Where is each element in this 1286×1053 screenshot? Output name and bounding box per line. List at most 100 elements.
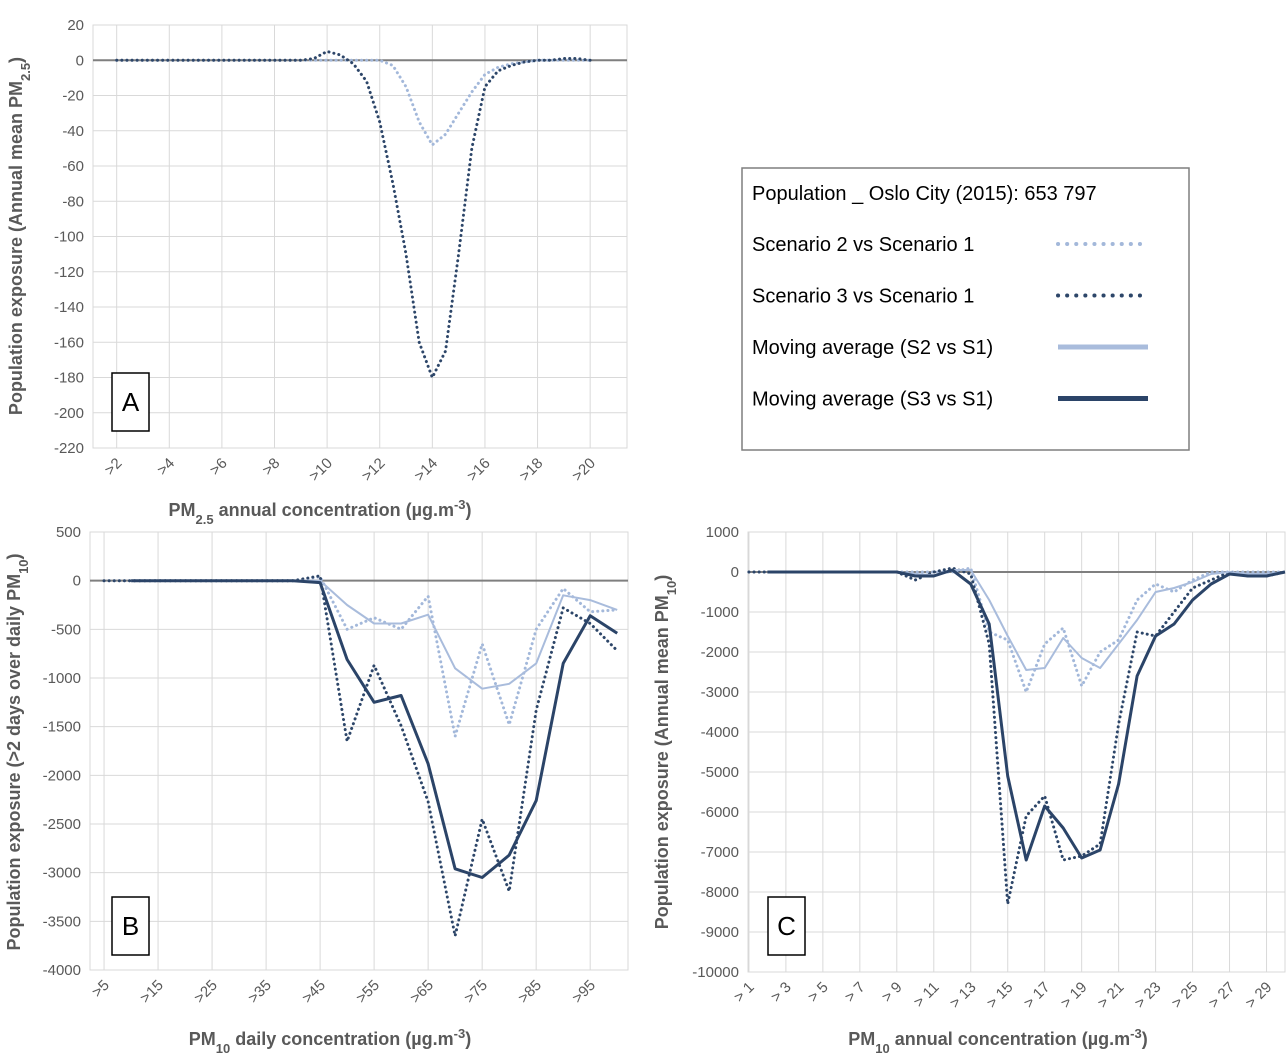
x-tick-label: >12 (359, 455, 389, 485)
x-tick-label: > 19 (1058, 979, 1091, 1012)
y-tick-label: -200 (54, 405, 84, 422)
x-tick-label: >6 (207, 455, 231, 479)
x-tick-label: > 7 (842, 979, 869, 1006)
series-line (131, 579, 619, 879)
panel-label-box (111, 372, 150, 432)
label-part: 10 (875, 1041, 889, 1053)
legend: Population _ Oslo City (2015): 653 797 S… (741, 167, 1190, 451)
plot-area (89, 531, 629, 971)
panel-label-box (767, 896, 806, 956)
y-tick-label: -3000 (701, 684, 739, 701)
label-part: ) (652, 575, 672, 581)
panel-label: C (777, 911, 796, 941)
y-tick-label: -100 (54, 229, 84, 246)
y-tick-label: -40 (62, 123, 84, 140)
x-tick-label: >20 (569, 455, 599, 485)
x-tick-label: >75 (461, 977, 491, 1007)
label-part: PM (848, 1029, 875, 1049)
label-part: Population exposure (Annual mean PM (6, 81, 26, 415)
y-tick-label: -4000 (701, 724, 739, 741)
x-tick-label: > 27 (1205, 979, 1238, 1012)
y-tick-label: -3500 (43, 913, 81, 930)
y-tick-label: -160 (54, 334, 84, 351)
panel-label: B (122, 911, 139, 941)
y-tick-label: 20 (67, 17, 84, 34)
y-tick-label: 0 (73, 573, 81, 590)
label-part: -3 (1130, 1026, 1142, 1041)
x-tick-label: > 25 (1168, 979, 1201, 1012)
label-part: PM (168, 500, 195, 520)
y-tick-label: 500 (56, 524, 81, 541)
x-tick-label: > 1 (731, 979, 758, 1006)
y-tick-label: -1000 (701, 604, 739, 621)
label-part: ) (6, 57, 26, 63)
x-tick-label: >18 (516, 455, 546, 485)
x-axis-title: PM2.5 annual concentration (µg.m-3) (168, 497, 471, 527)
label-part: annual concentration (µg.m (890, 1029, 1130, 1049)
x-tick-label: > 3 (768, 979, 795, 1006)
x-tick-label: >85 (515, 977, 545, 1007)
label-part: annual concentration (µg.m (214, 500, 454, 520)
y-tick-label: -1000 (43, 670, 81, 687)
legend-label: Moving average (S3 vs S1) (752, 389, 993, 411)
x-tick-label: > 9 (879, 979, 906, 1006)
x-tick-label: >4 (154, 455, 178, 479)
x-tick-label: >16 (464, 455, 494, 485)
y-tick-label: -5000 (701, 764, 739, 781)
legend-title: Population _ Oslo City (2015): 653 797 (752, 183, 1097, 205)
label-part: -3 (454, 497, 466, 512)
label-part: -3 (454, 1026, 466, 1041)
y-tick-label: -1500 (43, 719, 81, 736)
label-part: PM (189, 1029, 216, 1049)
plot-area (747, 531, 1286, 973)
label-part: ) (4, 553, 24, 559)
panel-label-box (111, 896, 150, 956)
x-tick-label: > 13 (947, 979, 980, 1012)
chart-panel: > 1 > 3 > 5 > 7 > 9 > 11 > 13 > 15 > 17 > 19 > 21 >… (652, 524, 1286, 1053)
chart-panel: >5 >15 >25 >35 >45 >55 >65 >75 >85 >95 500 0 -500 -10… (4, 524, 629, 1053)
series-line (767, 568, 1286, 862)
label-part: ) (1142, 1029, 1148, 1049)
label-part: daily concentration (µg.m (230, 1029, 453, 1049)
label-part: 2.5 (195, 512, 213, 527)
x-tick-label: >14 (411, 455, 441, 485)
y-tick-label: -500 (51, 621, 81, 638)
x-tick-label: > 21 (1094, 979, 1127, 1012)
legend-box (741, 167, 1190, 451)
legend-label: Moving average (S2 vs S1) (752, 337, 993, 359)
x-tick-label: >55 (353, 977, 383, 1007)
y-axis-title: Population exposure (Annual mean PM2.5) (6, 57, 33, 415)
x-tick-label: > 29 (1242, 979, 1275, 1012)
label-part: Population exposure (>2 days over daily … (4, 574, 24, 951)
y-tick-label: -120 (54, 264, 84, 281)
x-tick-label: >95 (569, 977, 599, 1007)
label-part: 10 (16, 559, 31, 573)
x-axis-title: PM10 annual concentration (µg.m-3) (848, 1026, 1147, 1053)
label-part: 2.5 (18, 63, 33, 81)
chart-panel: >2 >4 >6 >8 >10 >12 >14 >16 >18 >20 20 0 -20 -40 -60 -8… (6, 17, 628, 527)
y-tick-label: -4000 (43, 962, 81, 979)
y-tick-label: 1000 (706, 524, 739, 541)
x-tick-label: >10 (306, 455, 336, 485)
x-tick-label: >8 (259, 455, 283, 479)
x-tick-label: >65 (407, 977, 437, 1007)
x-tick-label: >25 (191, 977, 221, 1007)
x-tick-label: > 5 (805, 979, 832, 1006)
x-tick-label: > 17 (1021, 979, 1054, 1012)
y-tick-label: -140 (54, 299, 84, 316)
x-tick-label: > 23 (1131, 979, 1164, 1012)
y-axis-title: Population exposure (>2 days over daily … (4, 553, 31, 950)
y-tick-label: -3000 (43, 865, 81, 882)
y-tick-label: -9000 (701, 924, 739, 941)
series-line (747, 566, 1286, 694)
y-tick-label: -60 (62, 158, 84, 175)
series-line (747, 566, 1286, 906)
y-tick-label: -6000 (701, 804, 739, 821)
label-part: ) (465, 1029, 471, 1049)
y-tick-label: -7000 (701, 844, 739, 861)
y-tick-label: 0 (731, 564, 739, 581)
panel-label: A (122, 387, 140, 417)
label-part: 10 (216, 1041, 230, 1053)
y-tick-label: -220 (54, 440, 84, 457)
